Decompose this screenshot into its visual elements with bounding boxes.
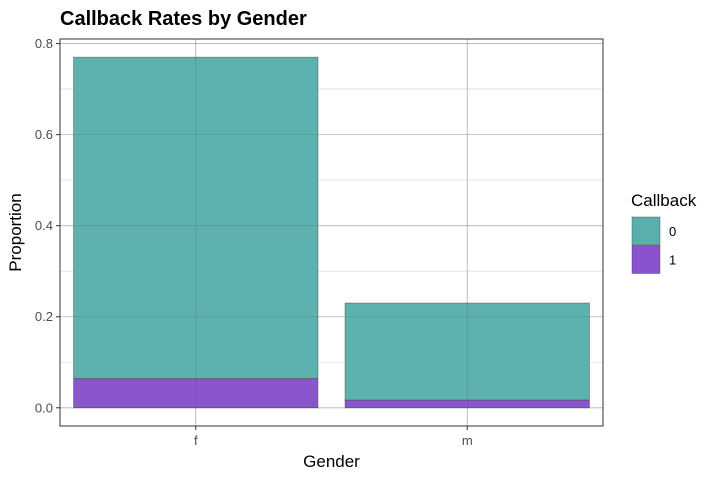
bars [60, 39, 603, 426]
y-tick-label: 0.0 [35, 400, 53, 415]
y-tick-label: 0.6 [35, 127, 53, 142]
chart-title: Callback Rates by Gender [60, 8, 307, 30]
bar-f-callback-0 [73, 56, 319, 380]
legend-label-0: 0 [669, 224, 676, 239]
legend: Callback 0 1 [631, 191, 697, 274]
x-tick-label: m [462, 433, 473, 448]
plot-panel [59, 38, 604, 427]
x-axis-title: Gender [303, 452, 360, 471]
axes: 0.0 0.2 0.4 0.6 0.8 f m [35, 36, 473, 448]
legend-key-1 [631, 245, 661, 274]
bar-m-callback-0 [344, 302, 590, 401]
y-tick-label: 0.4 [35, 218, 53, 233]
bar-f-callback-1 [73, 378, 319, 409]
legend-label-1: 1 [669, 253, 676, 268]
legend-key-0 [631, 216, 661, 246]
y-axis-title: Proportion [6, 193, 25, 271]
legend-title: Callback [631, 191, 697, 210]
y-tick-label: 0.2 [35, 309, 53, 324]
y-tick-label: 0.8 [35, 36, 53, 51]
x-tick-label: f [194, 433, 198, 448]
